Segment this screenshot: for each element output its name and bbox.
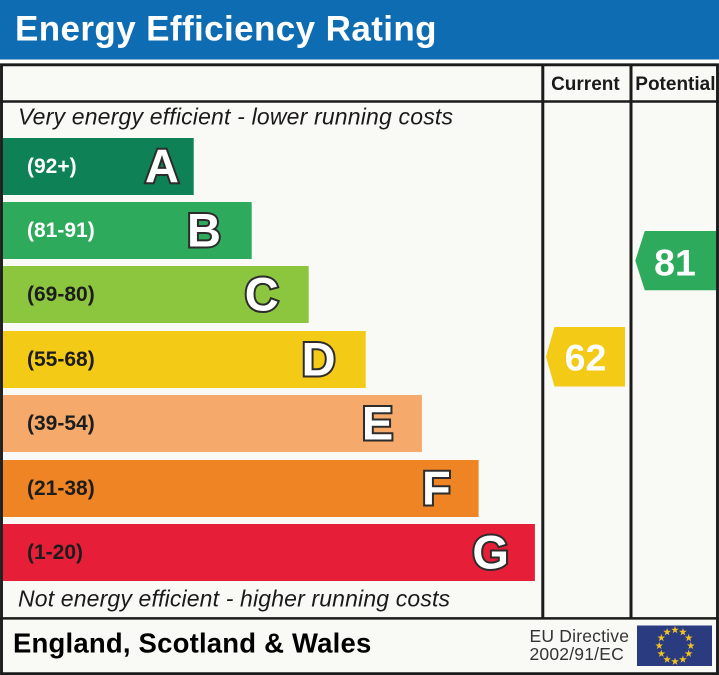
svg-text:Not energy efficient - higher: Not energy efficient - higher running co… bbox=[18, 586, 451, 612]
svg-text:2002/91/EC: 2002/91/EC bbox=[530, 644, 624, 664]
svg-text:81: 81 bbox=[654, 242, 696, 284]
svg-text:(1-20): (1-20) bbox=[27, 541, 83, 564]
svg-text:Very energy efficient - lower: Very energy efficient - lower running co… bbox=[18, 103, 453, 129]
svg-text:Energy Efficiency Rating: Energy Efficiency Rating bbox=[15, 10, 437, 49]
svg-text:(21-38): (21-38) bbox=[27, 477, 95, 500]
svg-text:C: C bbox=[245, 268, 279, 321]
svg-text:Current: Current bbox=[551, 74, 620, 95]
svg-text:EU Directive: EU Directive bbox=[530, 626, 630, 646]
svg-text:D: D bbox=[302, 333, 336, 386]
svg-text:England, Scotland & Wales: England, Scotland & Wales bbox=[13, 627, 371, 658]
svg-text:62: 62 bbox=[565, 336, 607, 378]
svg-text:F: F bbox=[422, 462, 451, 515]
svg-text:Potential: Potential bbox=[635, 74, 715, 95]
svg-text:B: B bbox=[187, 204, 221, 257]
svg-text:(39-54): (39-54) bbox=[27, 412, 95, 435]
svg-text:(55-68): (55-68) bbox=[27, 348, 95, 371]
svg-text:A: A bbox=[145, 140, 179, 193]
svg-text:G: G bbox=[472, 526, 509, 579]
svg-text:(81-91): (81-91) bbox=[27, 219, 95, 242]
svg-text:E: E bbox=[362, 397, 393, 450]
svg-text:(69-80): (69-80) bbox=[27, 283, 95, 306]
svg-text:(92+): (92+) bbox=[27, 155, 77, 178]
